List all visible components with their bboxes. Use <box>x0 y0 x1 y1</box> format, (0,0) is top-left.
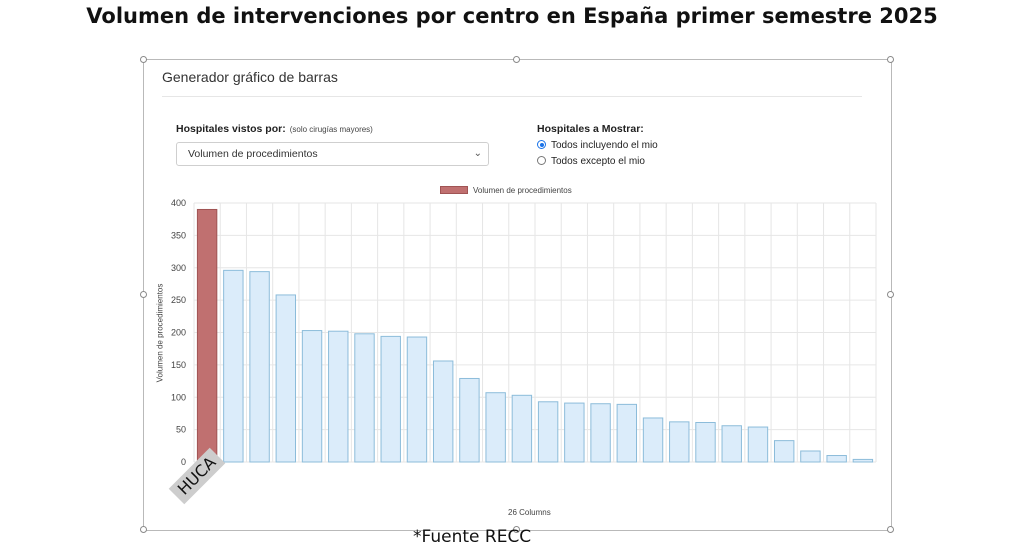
bar <box>616 403 638 463</box>
bar <box>275 294 297 463</box>
bar <box>826 455 847 463</box>
chart-legend: Volumen de procedimientos <box>440 186 572 195</box>
bar <box>511 394 533 463</box>
resize-handle-middle-left[interactable] <box>140 291 147 298</box>
bar-highlight <box>196 208 218 463</box>
bar <box>642 417 664 463</box>
bar <box>721 425 742 463</box>
bar <box>669 421 690 463</box>
bar <box>249 271 270 463</box>
bar <box>328 330 349 463</box>
show-hospitals-label: Hospitales a Mostrar: <box>537 123 644 135</box>
bar <box>537 401 559 463</box>
resize-handle-top-center[interactable] <box>513 56 520 63</box>
radio-option-label: Todos excepto el mio <box>551 156 645 167</box>
bar <box>380 335 401 463</box>
bar <box>432 360 454 463</box>
hospitals-by-select[interactable]: Volumen de procedimientos ⌄ <box>176 142 489 166</box>
chevron-down-icon: ⌄ <box>473 148 482 159</box>
bar <box>590 403 611 463</box>
y-tick-label: 300 <box>171 263 186 273</box>
resize-handle-bottom-left[interactable] <box>140 526 147 533</box>
radio-option-exclude-mine[interactable]: Todos excepto el mio <box>537 156 645 167</box>
radio-checked-icon <box>537 140 546 149</box>
resize-handle-top-right[interactable] <box>887 56 894 63</box>
legend-swatch <box>440 186 468 194</box>
bar <box>773 440 795 463</box>
y-tick-label: 250 <box>171 295 186 305</box>
resize-handle-bottom-right[interactable] <box>887 526 894 533</box>
bar <box>852 458 874 463</box>
y-tick-label: 350 <box>171 230 186 240</box>
bar <box>301 330 323 463</box>
y-tick-label: 150 <box>171 360 186 370</box>
hospitals-by-label-text: Hospitales vistos por: <box>176 123 286 135</box>
bar <box>459 377 480 463</box>
radio-option-include-mine[interactable]: Todos incluyendo el mio <box>537 140 658 151</box>
bar <box>747 426 769 463</box>
y-tick-label: 200 <box>171 328 186 338</box>
panel-title: Generador gráfico de barras <box>162 69 338 85</box>
bar <box>485 392 506 463</box>
y-tick-label: 100 <box>171 392 186 402</box>
y-tick-label: 400 <box>171 198 186 208</box>
hospitals-by-selected-value: Volumen de procedimientos <box>188 148 318 160</box>
y-tick-label: 0 <box>181 457 186 467</box>
radio-option-label: Todos incluyendo el mio <box>551 140 658 151</box>
panel-divider <box>162 96 862 97</box>
radio-unchecked-icon <box>537 156 546 165</box>
bar <box>223 269 244 463</box>
hospitals-by-note: (solo cirugías mayores) <box>289 125 373 134</box>
y-tick-label: 50 <box>176 425 186 435</box>
bar <box>354 333 375 463</box>
resize-handle-middle-right[interactable] <box>887 291 894 298</box>
resize-handle-top-left[interactable] <box>140 56 147 63</box>
legend-label: Volumen de procedimientos <box>473 186 572 195</box>
page-title: Volumen de intervenciones por centro en … <box>86 4 938 28</box>
x-axis-label: 26 Columns <box>508 508 551 517</box>
bar <box>800 450 821 463</box>
bar <box>564 402 585 463</box>
hospitals-by-label: Hospitales vistos por: (solo cirugías may… <box>176 123 373 135</box>
bar <box>406 336 428 463</box>
source-note: *Fuente RECC <box>413 527 532 547</box>
resize-handle-bottom-center[interactable] <box>513 526 520 533</box>
bar <box>695 422 716 463</box>
